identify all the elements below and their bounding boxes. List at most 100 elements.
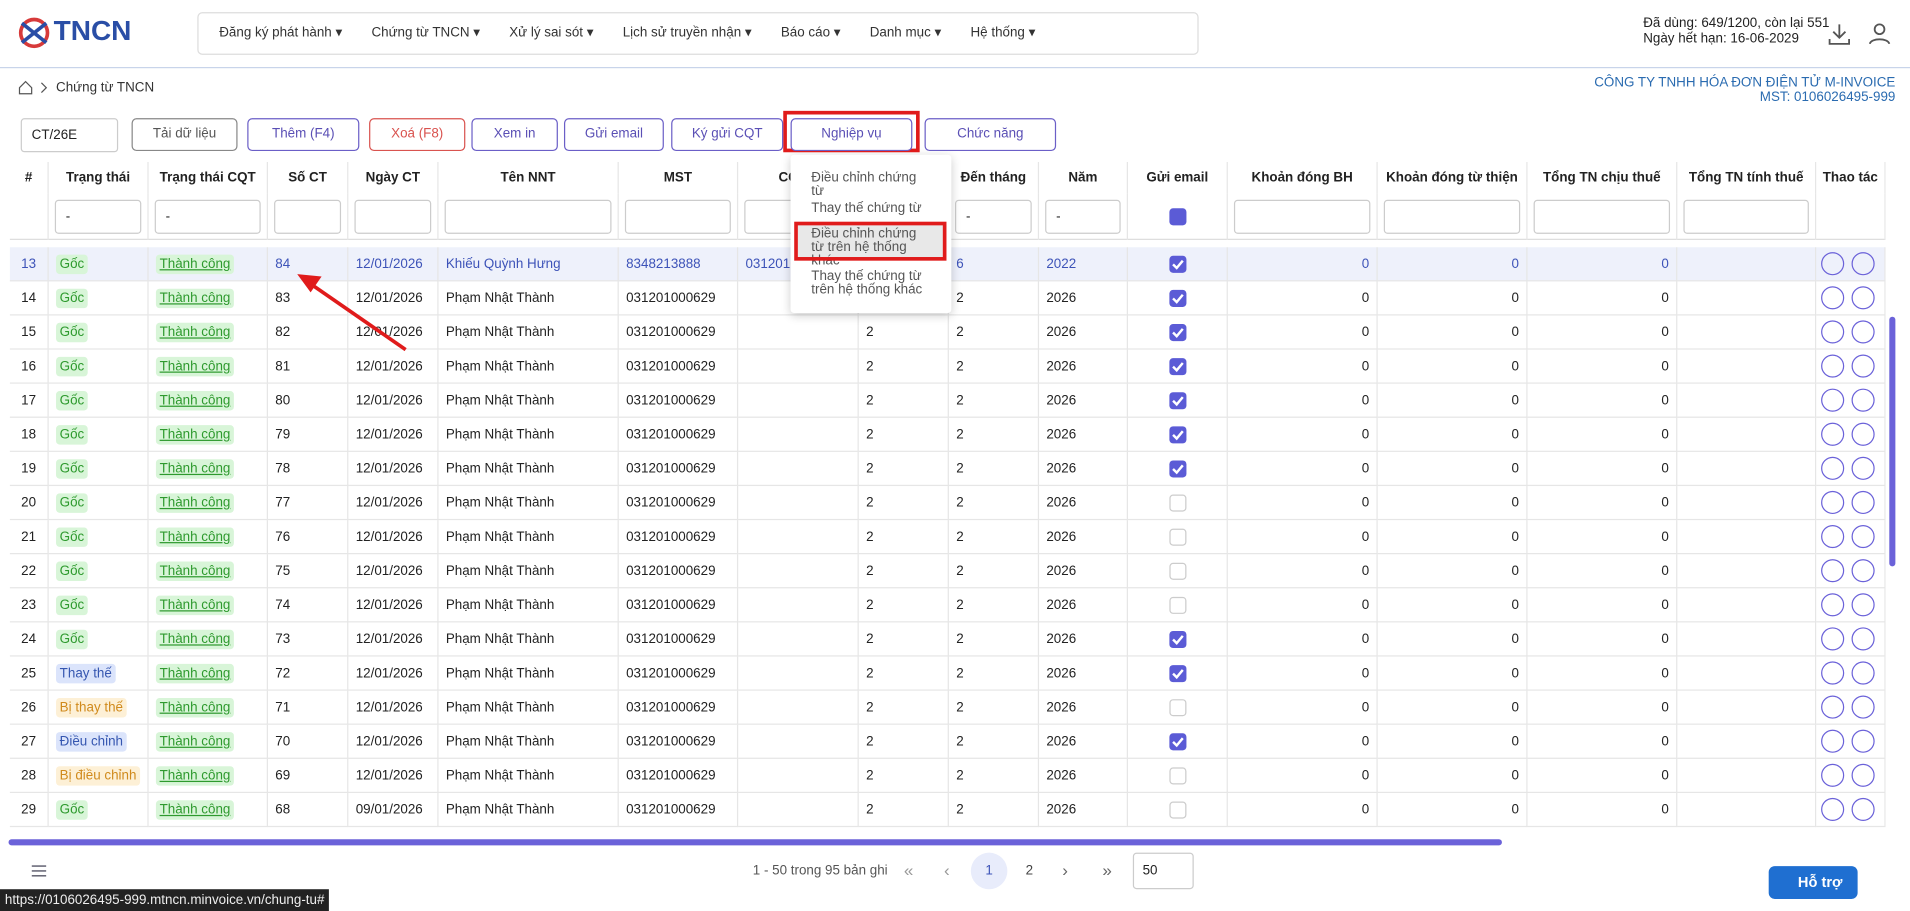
menu-item[interactable]: Điều chỉnh chứng từ	[811, 170, 917, 199]
edit-button[interactable]	[1821, 354, 1845, 378]
filter-input[interactable]	[1233, 199, 1371, 234]
copy-button[interactable]	[1851, 422, 1875, 446]
filter-input[interactable]	[354, 199, 432, 234]
copy-button[interactable]	[1851, 456, 1875, 480]
cell-text: 031201000629	[626, 427, 716, 443]
filter-select[interactable]: -	[1045, 199, 1121, 234]
edit-button[interactable]	[1821, 729, 1845, 753]
copy-button[interactable]	[1851, 490, 1875, 515]
menu-item[interactable]: Điều chỉnh chứng từ trên hệ thống khác	[797, 224, 945, 267]
edit-button[interactable]	[1821, 627, 1845, 651]
edit-button[interactable]	[1821, 661, 1845, 685]
filter-cell	[10, 193, 49, 240]
table-cell	[1677, 247, 1817, 282]
edit-button[interactable]	[1821, 763, 1845, 787]
table-cell: Gốc	[48, 520, 149, 555]
pager-nav[interactable]: »	[1102, 859, 1112, 880]
toolbar-button[interactable]: Ký gửi CQT	[671, 118, 784, 152]
nav-box	[197, 12, 1199, 55]
email-checkbox	[1169, 460, 1187, 478]
toolbar-button[interactable]: Chức năng	[924, 118, 1057, 152]
filter-input[interactable]	[1383, 199, 1521, 234]
table-cell: 0	[1377, 724, 1528, 759]
help-button[interactable]: Hỗ trợ	[1768, 866, 1858, 899]
nav-item[interactable]: Lịch sử truyền nhận ▾	[622, 25, 752, 41]
copy-button[interactable]	[1851, 354, 1875, 378]
column-header: Khoản đóng từ thiện	[1378, 162, 1528, 194]
table-cell: Phạm Nhật Thành	[438, 690, 619, 725]
copy-button[interactable]	[1851, 695, 1875, 719]
edit-button[interactable]	[1821, 422, 1845, 446]
filter-checkbox[interactable]	[1169, 208, 1187, 226]
cell-text: 0	[1361, 768, 1370, 784]
copy-button[interactable]	[1851, 388, 1875, 412]
filter-input[interactable]	[1533, 199, 1671, 234]
cqt-tag: Thành công	[155, 561, 235, 582]
filter-select[interactable]: -	[154, 199, 261, 234]
toolbar-button[interactable]: Xoá (F8)	[369, 118, 466, 152]
pager-nav[interactable]: ‹	[944, 859, 950, 880]
copy-button[interactable]	[1851, 763, 1875, 787]
nav-item[interactable]: Hệ thống ▾	[970, 25, 1036, 41]
cell-text: 71	[275, 700, 291, 716]
toolbar-button[interactable]: Tải dữ liệu	[131, 118, 238, 152]
table-cell	[1127, 520, 1228, 555]
toolbar-button[interactable]: Gửi email	[563, 118, 664, 152]
menu-item[interactable]: Thay thế chứng từ	[811, 200, 922, 216]
copy-button[interactable]	[1851, 286, 1875, 310]
edit-button[interactable]	[1821, 388, 1845, 412]
page-button[interactable]: 1	[970, 852, 1008, 890]
filter-input[interactable]	[444, 199, 612, 234]
table-cell	[1816, 690, 1886, 725]
page-size-select[interactable]: 50	[1132, 852, 1194, 890]
copy-button[interactable]	[1851, 252, 1875, 276]
table-cell: 0	[1227, 724, 1378, 759]
pager-nav[interactable]: «	[903, 859, 914, 880]
table-cell: 12/01/2026	[348, 417, 439, 452]
toolbar-button[interactable]: Nghiệp vụ	[790, 118, 913, 152]
filter-select[interactable]: -	[54, 199, 142, 234]
cell-text: 2026	[1046, 598, 1077, 613]
table-cell: 2	[858, 349, 949, 384]
copy-button[interactable]	[1851, 559, 1875, 583]
filter-input[interactable]	[624, 199, 731, 234]
edit-button[interactable]	[1821, 286, 1845, 310]
copy-button[interactable]	[1851, 627, 1875, 651]
copy-button[interactable]	[1851, 593, 1875, 617]
edit-button[interactable]	[1821, 797, 1845, 822]
nav-item[interactable]: Xử lý sai sót ▾	[509, 25, 594, 41]
nav-item[interactable]: Danh mục ▾	[869, 25, 942, 41]
copy-button[interactable]	[1851, 797, 1875, 822]
menu-item[interactable]: Thay thế chứng từ trên hệ thống khác	[811, 269, 923, 298]
copy-button[interactable]	[1851, 661, 1875, 685]
nav-item[interactable]: Đăng ký phát hành ▾	[219, 25, 343, 41]
pager-nav[interactable]: ›	[1062, 859, 1068, 880]
series-select[interactable]: CT/26E	[20, 118, 119, 153]
edit-button[interactable]	[1821, 593, 1845, 617]
table-cell: 12/01/2026	[348, 622, 439, 657]
table-cell	[738, 451, 859, 487]
cqt-tag: Thành công	[155, 254, 235, 275]
cell-text: 2	[866, 461, 874, 477]
edit-button[interactable]	[1821, 320, 1845, 344]
table-cell: 0	[1527, 247, 1678, 282]
email-checkbox	[1169, 562, 1187, 580]
table-cell	[1677, 383, 1817, 418]
edit-button[interactable]	[1821, 559, 1845, 583]
copy-button[interactable]	[1851, 320, 1875, 344]
copy-button[interactable]	[1851, 729, 1875, 753]
edit-button[interactable]	[1821, 252, 1845, 276]
toolbar-button[interactable]: Xem in	[471, 118, 558, 152]
filter-input[interactable]	[274, 199, 342, 234]
page-button[interactable]: 2	[1025, 863, 1034, 879]
filter-select[interactable]: -	[954, 199, 1032, 234]
nav-item[interactable]: Báo cáo ▾	[780, 25, 841, 41]
edit-button[interactable]	[1821, 525, 1845, 549]
edit-button[interactable]	[1821, 490, 1845, 515]
filter-input[interactable]	[1683, 199, 1809, 234]
toolbar-button[interactable]: Thêm (F4)	[247, 118, 360, 152]
nav-item[interactable]: Chứng từ TNCN ▾	[371, 25, 481, 41]
copy-button[interactable]	[1851, 525, 1875, 549]
edit-button[interactable]	[1821, 456, 1845, 480]
edit-button[interactable]	[1821, 695, 1845, 719]
